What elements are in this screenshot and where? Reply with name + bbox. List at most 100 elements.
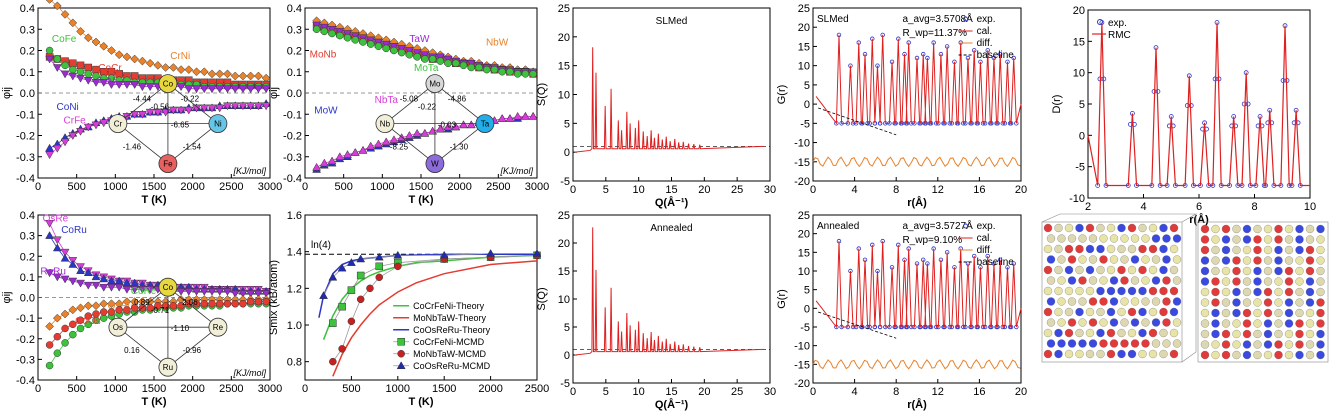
data-point	[122, 52, 132, 62]
atom	[1106, 349, 1116, 359]
atom	[1075, 349, 1084, 359]
y-tick-label: 10	[558, 90, 570, 102]
inset-edge-label: -1.10	[171, 324, 190, 333]
data-point	[443, 122, 453, 131]
atom	[1151, 339, 1161, 348]
data-point	[45, 46, 54, 55]
x-tick-label: 2000	[447, 181, 471, 193]
y-tick-label: 0	[804, 303, 810, 315]
inset-node-label: Re	[213, 323, 224, 332]
x-tick-label: 4	[1140, 201, 1146, 213]
atom	[1232, 350, 1241, 360]
y-tick-label: 0.2	[287, 46, 302, 58]
data-point	[168, 63, 178, 72]
atom	[1096, 286, 1105, 296]
atom	[1253, 319, 1262, 328]
atom	[1232, 287, 1241, 297]
data-point	[83, 123, 93, 132]
atom	[1064, 265, 1074, 275]
data-point	[261, 85, 271, 94]
data-point	[107, 46, 116, 55]
atom	[1148, 265, 1158, 275]
atom	[1284, 277, 1294, 286]
data-point	[45, 361, 54, 370]
atom	[1211, 340, 1220, 349]
data-point	[520, 111, 530, 120]
x-tick-label: 30	[764, 184, 776, 196]
series-line	[332, 260, 538, 377]
atom	[1054, 265, 1063, 275]
y-axis-label: D(r)	[1051, 95, 1063, 114]
atom	[1078, 318, 1087, 327]
atom	[1075, 244, 1084, 254]
x-tick-label: 500	[67, 181, 85, 193]
data-point	[346, 258, 356, 266]
atom	[1274, 308, 1283, 318]
atom	[1172, 276, 1182, 285]
atom	[1263, 319, 1273, 328]
data-point	[69, 65, 77, 74]
atom	[1295, 298, 1304, 307]
x-tick-label: 16	[973, 386, 985, 398]
atom	[1127, 265, 1137, 275]
data-point	[76, 266, 85, 274]
legend-marker	[396, 361, 406, 369]
atom	[1054, 328, 1063, 338]
y-tick-label: -0.3	[16, 152, 35, 164]
data-point	[123, 306, 131, 314]
atom	[1075, 223, 1084, 233]
y-tick-label: 5	[1079, 99, 1085, 111]
data-point	[207, 288, 217, 296]
data-point	[238, 85, 248, 94]
inset-node	[158, 277, 178, 297]
atom	[1099, 318, 1108, 327]
atom	[1284, 245, 1294, 255]
atom-lattice-image	[1197, 221, 1329, 363]
atom	[1148, 328, 1158, 338]
atom	[1117, 223, 1126, 233]
inset-node-label: Co	[163, 80, 174, 89]
atom	[1117, 349, 1126, 359]
data-point	[145, 83, 155, 92]
y-tick-label: -10	[794, 138, 810, 150]
data-point	[137, 83, 147, 92]
data-point	[153, 108, 163, 117]
atom	[1085, 244, 1095, 254]
data-point	[238, 290, 248, 298]
inset-node	[425, 74, 445, 93]
data-point	[68, 132, 78, 141]
atom	[1106, 244, 1116, 254]
y-tick-label: 1.6	[287, 210, 302, 222]
series-CoCrFeNi-Theory	[322, 254, 538, 340]
data-point	[91, 301, 101, 311]
x-tick-label: 1500	[142, 383, 166, 395]
atom	[1211, 266, 1220, 276]
data-point	[528, 111, 538, 120]
y-tick-label: 0.4	[287, 3, 302, 15]
data-point	[312, 162, 322, 171]
series-label: CoCr	[98, 63, 122, 74]
inset-node	[208, 114, 228, 133]
data-point	[319, 23, 329, 32]
atom	[1172, 318, 1182, 327]
atom	[1109, 318, 1119, 327]
atom	[1064, 328, 1074, 338]
x-tick-label: 0	[570, 386, 576, 398]
atom	[1096, 265, 1105, 275]
y-tick-label: 15	[558, 61, 570, 73]
legend-label: CoOsReRu-Theory	[413, 325, 491, 335]
inset-node	[158, 74, 178, 93]
atom	[1284, 340, 1294, 349]
data-point	[130, 72, 139, 80]
data-point	[76, 68, 85, 76]
atom	[1127, 223, 1137, 233]
atom	[1088, 297, 1098, 306]
data-point	[153, 61, 163, 70]
atom-cube-image	[1041, 213, 1198, 363]
inset-node	[158, 154, 178, 174]
atom	[1242, 319, 1252, 328]
atom	[1274, 245, 1283, 255]
plot-frame	[812, 214, 1022, 384]
y-tick-label: 25	[558, 210, 570, 222]
data-point	[337, 263, 347, 272]
